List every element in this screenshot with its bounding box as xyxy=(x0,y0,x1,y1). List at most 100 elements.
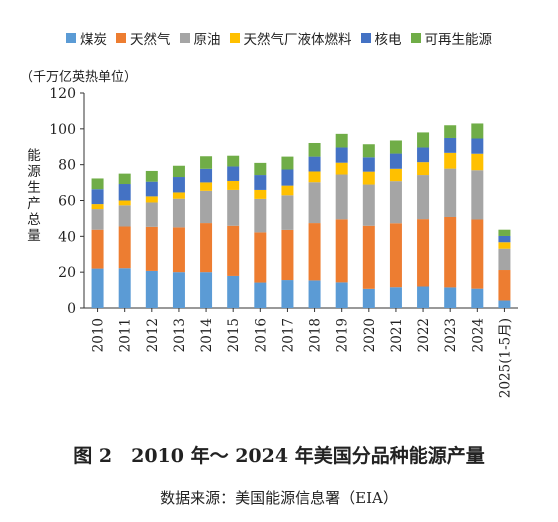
bar-segment xyxy=(417,286,430,308)
x-tick-label: 2012 xyxy=(145,318,161,352)
bar-segment xyxy=(118,205,131,227)
bar-segment xyxy=(389,168,402,182)
bar-segment xyxy=(227,225,240,276)
legend-item: 可再生能源 xyxy=(410,28,493,48)
y-tick-label: 120 xyxy=(49,86,76,102)
bar-segment xyxy=(281,156,294,170)
bar-segment xyxy=(281,185,294,196)
bar-segment xyxy=(227,166,240,181)
legend-swatch xyxy=(410,33,421,43)
bar-segment xyxy=(308,280,321,308)
bar-segment xyxy=(335,174,348,220)
bar-segment xyxy=(335,219,348,283)
bar-segment xyxy=(227,180,240,190)
legend-label: 可再生能源 xyxy=(424,32,493,48)
legend-label: 原油 xyxy=(193,32,221,48)
y-tick-label: 60 xyxy=(58,194,76,210)
bar-segment xyxy=(254,232,267,283)
bar-segment xyxy=(444,216,457,288)
bar-segment xyxy=(200,168,213,183)
y-tick-label: 80 xyxy=(58,158,76,174)
bar-segment xyxy=(389,287,402,308)
bar-segment xyxy=(362,288,375,308)
bar-segment xyxy=(498,300,511,308)
bar-segment xyxy=(172,272,185,308)
legend-item: 天然气厂液体燃料 xyxy=(229,28,352,48)
legend-swatch xyxy=(360,33,371,43)
bar-segment xyxy=(91,178,104,190)
bar-segment xyxy=(471,123,484,139)
bar-segment xyxy=(91,209,104,230)
bar-segment xyxy=(227,189,240,226)
bar-segment xyxy=(444,168,457,217)
bar-segment xyxy=(145,202,158,227)
bar-segment xyxy=(254,198,267,233)
legend-swatch xyxy=(116,33,126,43)
bar-segment xyxy=(335,147,348,163)
bar-segment xyxy=(145,170,158,182)
x-tick-label: 2016 xyxy=(253,318,269,352)
bar-segment xyxy=(281,195,294,230)
bar-segment xyxy=(118,173,131,185)
x-tick-label: 2018 xyxy=(308,318,324,352)
legend-item: 天然气 xyxy=(116,28,171,48)
bar-segment xyxy=(389,223,402,288)
bar-segment xyxy=(335,162,348,175)
bar-segment xyxy=(254,189,267,199)
stacked-bar-chart: 0 20 40 60 80 100 120 2010 2011 2012 2013 2014 2015 2… xyxy=(49,86,518,398)
bar-segment xyxy=(498,242,511,249)
bar-segment xyxy=(417,132,430,148)
bar-segment xyxy=(417,147,430,163)
x-tick-label: 2019 xyxy=(335,318,351,352)
legend-label: 天然气 xyxy=(130,32,171,48)
bar-segment xyxy=(91,268,104,308)
bar-segment xyxy=(281,169,294,186)
bar-segment xyxy=(389,181,402,224)
bar-segment xyxy=(362,171,375,185)
bar-segment xyxy=(145,270,158,308)
bar-segment xyxy=(498,270,511,301)
bar-segment xyxy=(471,138,484,154)
x-tick-label: 2015 xyxy=(226,318,242,352)
bar-segment xyxy=(118,226,131,269)
bar-segment xyxy=(471,170,484,220)
bar-segment xyxy=(200,223,213,273)
legend-label: 核电 xyxy=(374,32,402,48)
bar-segment xyxy=(200,272,213,308)
bar-segment xyxy=(118,184,131,201)
bar-segment xyxy=(444,287,457,308)
figure-caption: 图 2 2010 年～ 2024 年美国分品种能源产量 xyxy=(73,445,485,467)
x-tick-label: 2014 xyxy=(199,318,215,352)
bar-segment xyxy=(308,142,321,157)
bar-segment xyxy=(471,288,484,308)
legend-label: 煤炭 xyxy=(80,32,107,48)
bar-segment xyxy=(145,226,158,271)
bar-segment xyxy=(200,190,213,224)
x-tick-label: 2020 xyxy=(362,318,378,352)
x-tick-label: 2013 xyxy=(172,318,188,352)
x-tick-label: 2022 xyxy=(416,318,432,352)
bar-segment xyxy=(172,227,185,273)
x-tick-label: 2017 xyxy=(280,318,296,352)
bar-segment xyxy=(362,184,375,226)
legend-item: 煤炭 xyxy=(66,28,107,48)
x-tick-label: 2010 xyxy=(91,318,107,352)
legend-label: 天然气厂液体燃料 xyxy=(243,32,352,48)
bar-segment xyxy=(308,156,321,172)
bar-segment xyxy=(227,155,240,167)
unit-label: （千万亿英热单位） xyxy=(20,70,138,85)
bar-segment xyxy=(417,175,430,220)
x-tick-label: 2024 xyxy=(470,318,486,352)
bar-segment xyxy=(200,182,213,191)
x-tick-label: 2011 xyxy=(118,318,134,352)
legend-swatch xyxy=(179,33,190,43)
x-tick-label: 2021 xyxy=(389,318,405,352)
bar-segment xyxy=(498,229,511,236)
bar-segment xyxy=(498,235,511,243)
bar-segment xyxy=(308,223,321,281)
bar-segment xyxy=(389,153,402,169)
bar-segment xyxy=(308,171,321,183)
legend-item: 核电 xyxy=(360,28,402,48)
legend: 煤炭 天然气 原油 天然气厂液体燃料 核电 可再生能源 xyxy=(66,28,492,48)
bar-segment xyxy=(172,192,185,199)
